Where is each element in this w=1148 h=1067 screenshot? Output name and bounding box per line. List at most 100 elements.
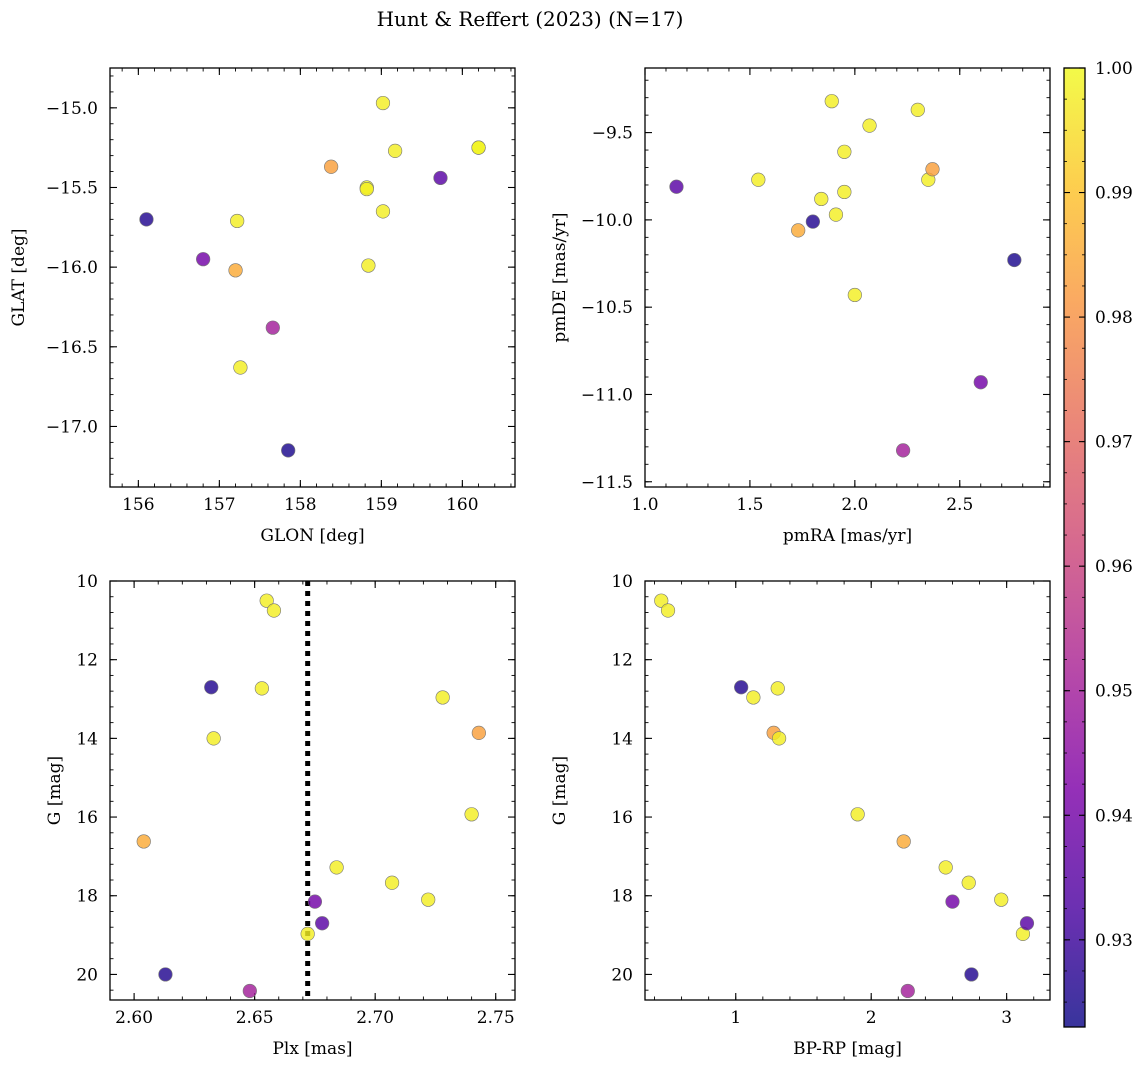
x-tick-label: 2.75 <box>477 1008 515 1028</box>
data-point <box>375 204 391 219</box>
data-point <box>746 690 761 705</box>
y-tick-label: 16 <box>611 808 633 828</box>
figure-title: Hunt & Reffert (2023) (N=17) <box>377 7 684 31</box>
data-point <box>464 807 479 822</box>
data-point <box>900 983 915 999</box>
data-point <box>139 212 154 227</box>
x-axis-label: BP-RP [mag] <box>793 1039 902 1059</box>
data-point <box>228 263 243 278</box>
x-tick-label: 1 <box>730 1008 741 1028</box>
data-point <box>196 252 211 267</box>
data-point <box>945 894 960 909</box>
data-point <box>315 916 330 931</box>
data-point <box>204 680 219 695</box>
data-point <box>824 94 839 109</box>
x-tick-label: 159 <box>365 495 397 515</box>
data-point <box>388 143 403 158</box>
data-point <box>925 162 940 177</box>
y-axis-label: G [mag] <box>45 756 65 825</box>
y-tick-label: −17.0 <box>46 417 98 437</box>
y-tick-label: −16.5 <box>46 338 98 358</box>
y-tick-label: −10.5 <box>581 298 633 318</box>
data-point <box>233 360 248 375</box>
data-point <box>281 443 296 458</box>
data-point <box>814 191 829 207</box>
panel-1: 156 157 158 159 160 −15.0 −15.5 −16.0 −16.5 −17.0… <box>9 67 516 546</box>
data-point <box>660 603 676 618</box>
data-point <box>375 95 391 111</box>
y-axis-label: GLAT [deg] <box>9 228 29 326</box>
y-tick-label: 12 <box>76 651 98 671</box>
y-tick-label: −11.0 <box>581 385 633 405</box>
data-point <box>230 213 245 229</box>
data-point <box>254 681 269 696</box>
data-point <box>266 603 282 618</box>
x-axis-label: GLON [deg] <box>260 526 364 546</box>
y-tick-label: −9.5 <box>592 124 633 144</box>
data-point <box>265 320 280 335</box>
data-point <box>359 181 374 197</box>
data-point <box>300 926 315 942</box>
x-tick-label: 160 <box>446 495 478 515</box>
y-tick-label: 10 <box>611 572 633 592</box>
data-point <box>384 875 400 890</box>
data-point <box>850 807 865 822</box>
data-point <box>206 731 221 746</box>
x-tick-label: 157 <box>203 495 235 515</box>
data-point <box>961 875 976 890</box>
data-point <box>324 159 339 174</box>
data-point <box>805 214 820 229</box>
x-tick-label: 1.5 <box>736 495 763 515</box>
x-tick-label: 2.65 <box>236 1008 274 1028</box>
x-tick-label: 2.70 <box>356 1008 394 1028</box>
colorbar-tick-label: 1.00 <box>1095 59 1133 79</box>
y-tick-label: −15.5 <box>46 178 98 198</box>
data-point <box>734 680 749 695</box>
data-point <box>751 172 766 187</box>
data-point <box>828 207 844 222</box>
data-point <box>471 140 486 155</box>
plot-frame <box>109 580 516 1001</box>
panel-3: 2.60 2.65 2.70 2.75 10 12 14 16 18 20 Plx [mas] G [… <box>45 572 516 1059</box>
colorbar-gradient <box>1064 68 1085 1027</box>
data-point <box>471 725 486 740</box>
colorbar-tick-label: 0.95 <box>1095 682 1133 702</box>
y-tick-label: −11.5 <box>581 473 633 493</box>
colorbar-tick-label: 0.98 <box>1095 308 1133 328</box>
data-point <box>791 223 806 238</box>
x-tick-label: 2.5 <box>946 495 973 515</box>
colorbar-tick-label: 0.93 <box>1095 931 1133 951</box>
data-point <box>669 179 684 194</box>
plot-frame <box>644 67 1051 488</box>
y-tick-label: 14 <box>611 729 633 749</box>
data-point <box>259 593 274 608</box>
data-point <box>771 731 787 746</box>
x-tick-label: 158 <box>284 495 316 515</box>
plot-frame <box>109 67 516 488</box>
data-point <box>770 681 785 696</box>
x-tick-label: 3 <box>1001 1008 1012 1028</box>
data-point <box>435 690 450 705</box>
colorbar-tick-label: 0.99 <box>1095 184 1133 204</box>
colorbar-tick-label: 0.94 <box>1095 806 1133 826</box>
colorbar-tick-label: 0.96 <box>1095 557 1133 577</box>
data-point <box>973 375 988 390</box>
y-tick-label: −10.0 <box>581 211 633 231</box>
y-tick-label: 12 <box>611 651 633 671</box>
x-tick-label: 2.60 <box>115 1008 153 1028</box>
data-point <box>837 144 852 159</box>
colorbar-tick-label: 0.97 <box>1095 433 1133 453</box>
y-tick-label: 18 <box>76 887 98 907</box>
data-point <box>136 834 151 849</box>
data-point <box>862 118 877 133</box>
data-point <box>1019 916 1035 931</box>
data-point <box>847 287 862 303</box>
data-point <box>158 967 173 982</box>
y-tick-label: 20 <box>611 965 633 985</box>
y-tick-label: 10 <box>76 572 98 592</box>
data-point <box>1007 252 1022 268</box>
colorbar-frame <box>1063 67 1086 1028</box>
panel-2: 1.0 1.5 2.0 2.5 −9.5 −10.0 −10.5 −11.0 −11.5 pmRA… <box>550 67 1051 546</box>
data-point <box>329 860 344 875</box>
